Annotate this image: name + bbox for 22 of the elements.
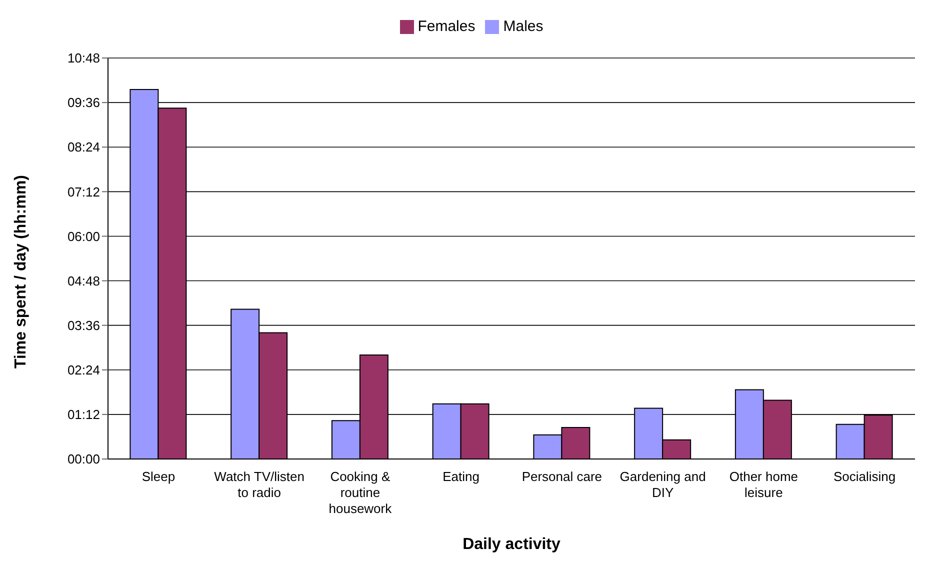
y-tick-label: 02:24 [67, 362, 100, 378]
x-tick-label: Socialising [833, 469, 896, 484]
y-tick-label: 00:00 [67, 452, 100, 467]
y-tick-label: 06:00 [67, 228, 100, 244]
x-tick-label: Personal care [522, 469, 602, 484]
y-tick-label: 10:48 [67, 50, 100, 66]
x-tick-label: Watch TV/listen to radio [214, 469, 304, 500]
y-tick-label: 01:12 [67, 407, 100, 422]
x-tick-label: Gardening and DIY [620, 469, 706, 500]
x-tick-label: Other home leisure [729, 469, 798, 500]
x-tick-label: Eating [442, 469, 480, 484]
x-tick-label: Cooking & routine housework [328, 469, 392, 516]
y-tick-label: 07:12 [67, 184, 100, 200]
legend-label: Females [418, 18, 476, 35]
legend-label: Males [503, 18, 544, 35]
x-axis-title: Daily activity [462, 536, 561, 553]
y-tick-label: 08:24 [67, 140, 100, 155]
y-axis-title: Time spent / day (hh:mm) [12, 174, 30, 368]
x-tick-label: Sleep [142, 469, 176, 484]
y-tick-label: 04:48 [67, 273, 100, 288]
y-tick-label: 03:36 [67, 318, 100, 333]
y-tick-label: 09:36 [67, 95, 100, 110]
